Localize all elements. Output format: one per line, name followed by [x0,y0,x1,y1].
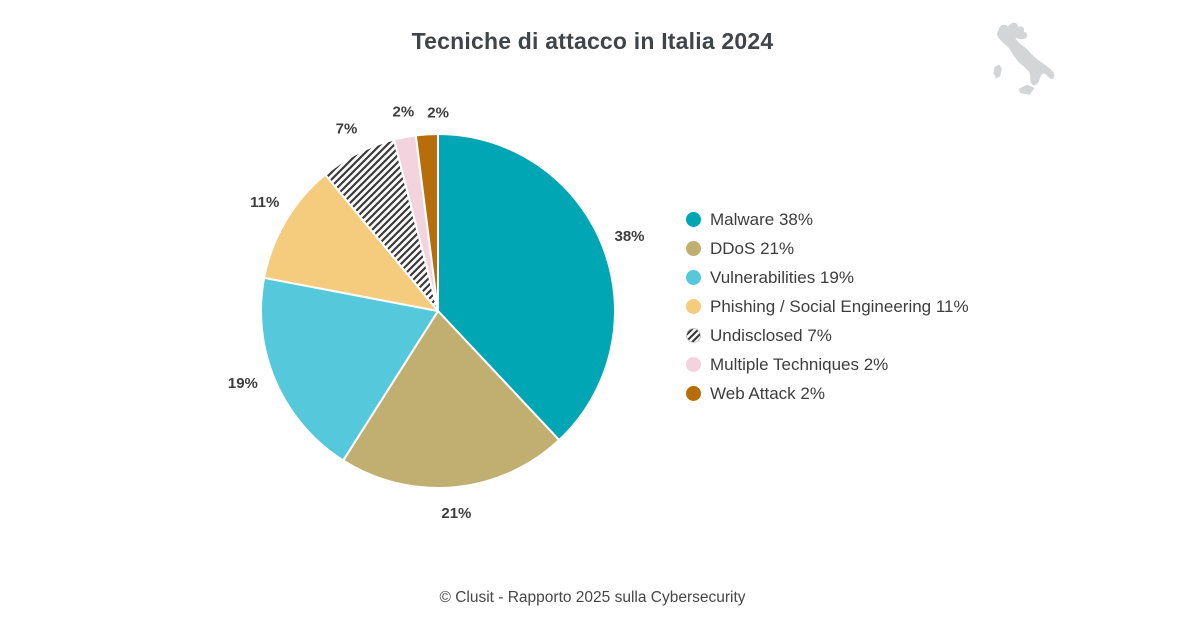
legend: Malware 38% DDoS 21% Vulnerabilities 19% Ph… [686,205,969,408]
legend-item-vulnerabilities: Vulnerabilities 19% [686,263,969,292]
color-dot-icon [686,212,701,227]
color-dot-icon [686,241,701,256]
legend-item-web-attack: Web Attack 2% [686,379,969,408]
legend-item-ddos: DDoS 21% [686,234,969,263]
pie-slice-phishing-social-engineering [263,173,439,312]
legend-label: DDoS 21% [710,238,795,258]
legend-item-phishing-social-engineering: Phishing / Social Engineering 11% [686,292,969,321]
chart-title: Tecniche di attacco in Italia 2024 [411,28,774,54]
pie-slice-vulnerabilities [260,276,439,462]
legend-label: Malware 38% [710,209,813,229]
percent-label-vulnerabilities: 19% [228,375,258,392]
percent-label-phishing-social-engineering: 11% [250,194,279,211]
percent-label-malware: 38% [614,228,644,245]
legend-label: Vulnerabilities 19% [710,267,854,287]
hatched-circle-icon [686,328,701,343]
legend-item-undisclosed: Undisclosed 7% [686,321,969,350]
pie-slice-malware [437,133,616,442]
percent-label-ddos: 21% [441,505,471,522]
color-dot-icon [686,386,701,401]
legend-label: Multiple Techniques 2% [710,354,889,374]
legend-label: Phishing / Social Engineering 11% [710,296,969,316]
percent-label-web-attack: 2% [427,104,449,121]
legend-item-multiple-techniques: Multiple Techniques 2% [686,350,969,379]
legend-label: Web Attack 2% [710,383,825,403]
color-dot-icon [686,357,701,372]
color-dot-icon [686,270,701,285]
italy-silhouette-shape [993,22,1055,95]
italy-map-icon [993,22,1055,95]
pie-slice-web-attack [414,133,439,312]
legend-label: Undisclosed 7% [710,325,832,345]
color-dot-icon [686,299,701,314]
legend-item-malware: Malware 38% [686,205,969,234]
pie-slice-ddos [342,310,561,489]
percent-label-undisclosed: 7% [336,120,358,137]
source-credit: © Clusit - Rapporto 2025 sulla Cybersecu… [439,589,746,606]
percent-label-multiple-techniques: 2% [393,104,415,121]
